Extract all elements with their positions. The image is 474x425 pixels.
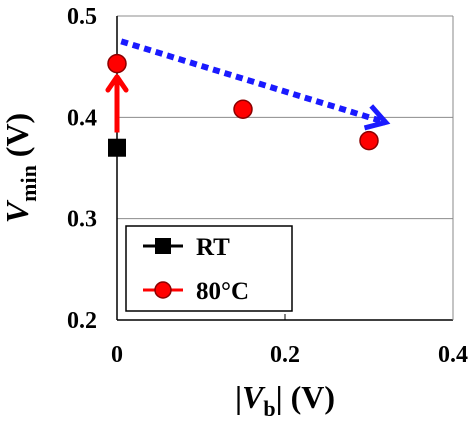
y-axis-label: Vmin (V): [0, 113, 41, 223]
legend: RT 80°C: [125, 225, 293, 312]
blue-dotted-arrow-shaft: [120, 38, 387, 126]
legend-label-rt: RT: [196, 234, 230, 261]
y-tick-label: 0.3: [67, 207, 97, 233]
legend-label-80c: 80°C: [196, 278, 249, 305]
y-tick-label: 0.4: [67, 105, 97, 131]
x-tick-label: 0.4: [438, 342, 468, 368]
gridlines: [117, 15, 453, 220]
data-point-80c: [233, 99, 253, 119]
data-marks: [107, 53, 379, 157]
legend-marker-square: [155, 238, 171, 254]
y-tick-label: 0.2: [67, 308, 97, 334]
x-axis-label: |Vb| (V): [235, 379, 335, 421]
blue-dotted-arrow-head: [363, 104, 391, 131]
red-arrow-head: [105, 74, 129, 93]
x-tick-label: 0: [111, 342, 123, 368]
y-tick-label: 0.5: [67, 4, 97, 30]
data-point-rt: [108, 138, 126, 157]
y-tick-labels: 0.2 0.3 0.4 0.5: [67, 4, 97, 334]
x-tick-marks: [116, 314, 454, 320]
legend-box: [125, 225, 293, 312]
annotations: [105, 38, 391, 133]
x-tick-labels: 0 0.2 0.4: [111, 342, 468, 368]
data-point-80c: [107, 53, 127, 74]
x-tick-label: 0.2: [270, 342, 300, 368]
data-point-80c: [359, 130, 379, 151]
legend-marker-circle: [154, 281, 172, 299]
